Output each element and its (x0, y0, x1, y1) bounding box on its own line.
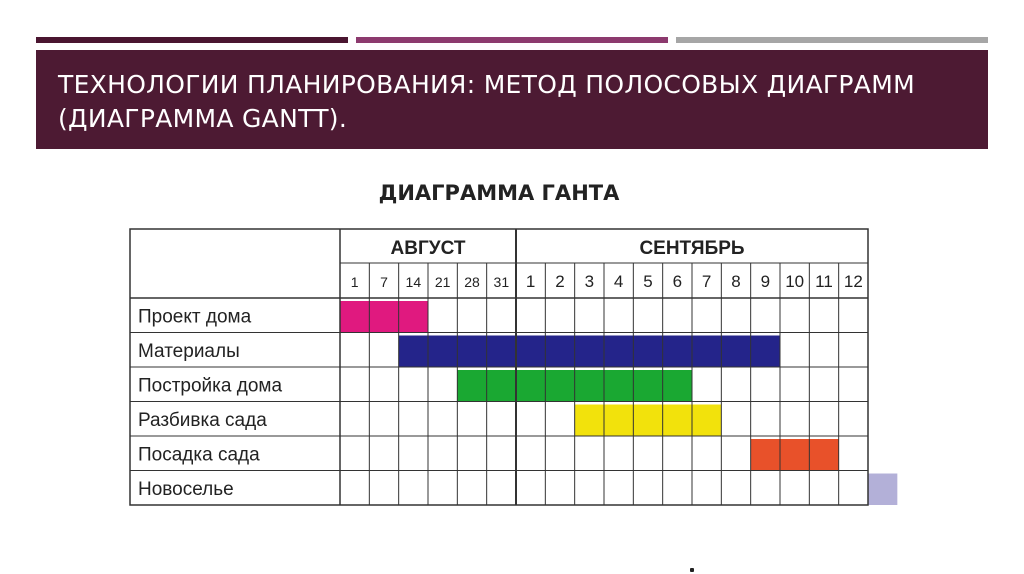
day-label: 11 (815, 272, 833, 291)
day-label: 9 (761, 272, 770, 291)
month-label-2: СЕНТЯБРЬ (639, 238, 744, 259)
day-label: 12 (844, 272, 863, 291)
day-label: 7 (702, 272, 711, 291)
day-label: 5 (643, 272, 652, 291)
day-label: 28 (464, 274, 480, 290)
day-label: 8 (731, 272, 740, 291)
accent-bar-3 (676, 37, 988, 43)
task-label-1: Проект дома (138, 306, 252, 327)
day-label: 1 (351, 274, 359, 290)
task-label-4: Разбивка сада (138, 410, 267, 431)
task-label-5: Посадка сада (138, 444, 260, 465)
task-bar-6 (868, 473, 898, 505)
bottom-dot (690, 568, 694, 572)
task-bar-4 (574, 404, 722, 436)
chart-title: ДИАГРАММА ГАНТА (379, 181, 620, 205)
title-band: ТЕХНОЛОГИИ ПЛАНИРОВАНИЯ: МЕТОД ПОЛОСОВЫХ… (36, 50, 988, 149)
day-label: 31 (494, 274, 510, 290)
day-label: 6 (673, 272, 682, 291)
day-label: 3 (585, 272, 594, 291)
day-label: 7 (380, 274, 388, 290)
accent-bar-1 (36, 37, 348, 43)
task-bar-1 (340, 301, 428, 333)
task-label-6: Новоселье (138, 479, 234, 500)
accent-bar-2 (356, 37, 668, 43)
day-label: 21 (435, 274, 451, 290)
task-bar-2 (398, 335, 780, 367)
day-label: 10 (785, 272, 804, 291)
task-label-3: Постройка дома (138, 375, 282, 396)
day-label: 14 (406, 274, 422, 290)
day-label: 4 (614, 272, 623, 291)
slide-title: ТЕХНОЛОГИИ ПЛАНИРОВАНИЯ: МЕТОД ПОЛОСОВЫХ… (58, 68, 968, 136)
task-label-2: Материалы (138, 341, 240, 362)
task-bar-5 (750, 439, 839, 471)
slide-title-line-1: ТЕХНОЛОГИИ ПЛАНИРОВАНИЯ: МЕТОД ПОЛОСОВЫХ… (58, 70, 915, 99)
slide-title-line-2: (ДИАГРАММА GANTT). (58, 104, 348, 133)
month-label-1: АВГУСТ (391, 238, 466, 259)
day-label: 2 (555, 272, 564, 291)
day-label: 1 (526, 272, 535, 291)
